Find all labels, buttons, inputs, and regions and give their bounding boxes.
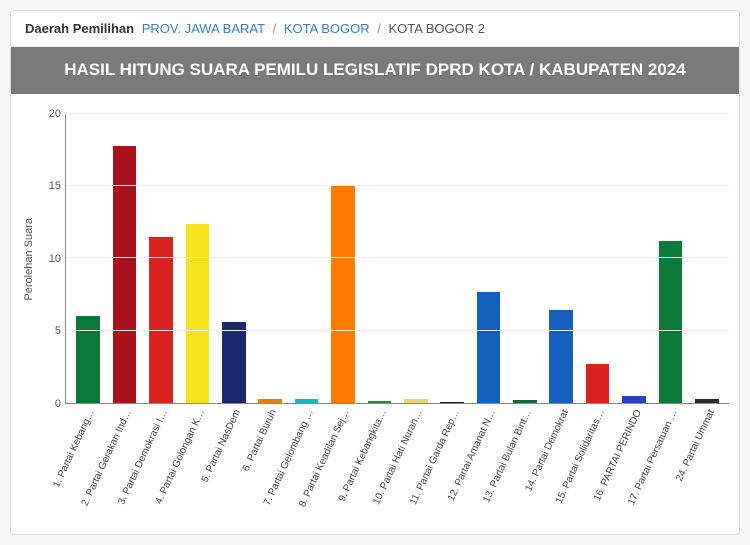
bar (368, 401, 392, 403)
chart-plot: Perolehan Suara 05101520 (21, 114, 729, 404)
bar (513, 400, 537, 403)
bar-slot (434, 114, 470, 403)
breadcrumb-separator: / (374, 21, 385, 36)
y-axis: 05101520 (37, 114, 65, 404)
bar-slot (543, 114, 579, 403)
bar-slot (398, 114, 434, 403)
breadcrumb-item[interactable]: PROV. JAWA BARAT (142, 21, 265, 36)
breadcrumb-items: PROV. JAWA BARAT / KOTA BOGOR / KOTA BOG… (142, 21, 485, 36)
bar (440, 402, 464, 403)
gridline (66, 113, 729, 114)
bar (549, 310, 573, 402)
bar-slot (470, 114, 506, 403)
bar-slot (143, 114, 179, 403)
bar-slot (70, 114, 106, 403)
x-axis: 1. Partai Kebang…2. Partai Gerakan Ind…3… (65, 404, 729, 524)
bar-slot (507, 114, 543, 403)
bar (695, 399, 719, 403)
breadcrumb-item: KOTA BOGOR 2 (388, 21, 485, 36)
bar (586, 364, 610, 403)
bar (186, 224, 210, 403)
breadcrumb-separator: / (269, 21, 280, 36)
bar (149, 237, 173, 403)
y-tick: 20 (49, 108, 61, 120)
bar-slot (652, 114, 688, 403)
y-axis-label: Perolehan Suara (21, 218, 37, 301)
bar-slot (361, 114, 397, 403)
gridline (66, 257, 729, 258)
result-card: Daerah Pemilihan PROV. JAWA BARAT / KOTA… (10, 10, 740, 535)
bar (222, 322, 246, 403)
bar (258, 399, 282, 403)
x-label: 1. Partai Kebang… (52, 408, 98, 489)
plot-area (65, 114, 729, 404)
bar-slot (689, 114, 725, 403)
bar (622, 396, 646, 403)
bar (331, 185, 355, 403)
breadcrumb-item[interactable]: KOTA BOGOR (284, 21, 370, 36)
bar-slot (616, 114, 652, 403)
bar-slot (252, 114, 288, 403)
bar-slot (106, 114, 142, 403)
gridline (66, 185, 729, 186)
bars-container (66, 114, 729, 403)
bar-slot (216, 114, 252, 403)
bar (659, 241, 683, 403)
gridline (66, 330, 729, 331)
bar-slot (579, 114, 615, 403)
page-title: HASIL HITUNG SUARA PEMILU LEGISLATIF DPR… (11, 47, 739, 94)
bar-slot (288, 114, 324, 403)
bar-slot (325, 114, 361, 403)
breadcrumb: Daerah Pemilihan PROV. JAWA BARAT / KOTA… (11, 11, 739, 47)
bar-slot (179, 114, 215, 403)
y-tick: 0 (55, 398, 61, 410)
chart: Perolehan Suara 0 5 10 15 20 1. Partai Keban… (11, 94, 739, 534)
bar (295, 399, 319, 403)
bar (404, 399, 428, 403)
x-label-slot: 24. Partai Ummat (688, 404, 724, 524)
bar (477, 292, 501, 403)
y-tick: 10 (49, 253, 61, 265)
y-tick: 15 (49, 180, 61, 192)
y-tick: 5 (55, 325, 61, 337)
breadcrumb-label: Daerah Pemilihan (25, 21, 134, 36)
